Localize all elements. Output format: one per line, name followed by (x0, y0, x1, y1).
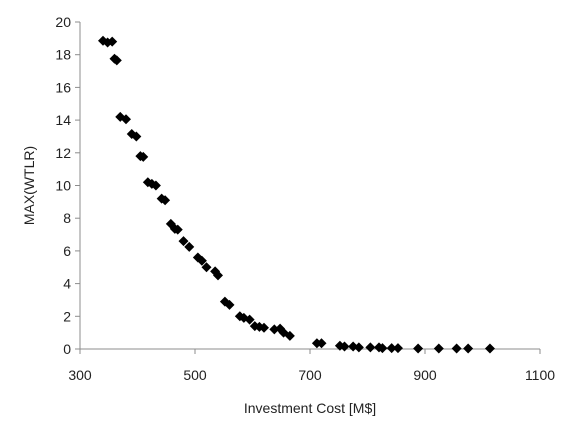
y-tick-label: 2 (63, 308, 71, 324)
x-axis-ticks: 300 500 700 900 1100 (68, 349, 555, 383)
data-point (224, 299, 235, 310)
data-point (160, 195, 171, 206)
data-point (365, 342, 376, 353)
y-axis-title: MAX(WTLR) (21, 146, 37, 225)
data-point (392, 343, 403, 354)
data-point (196, 255, 207, 266)
data-point (201, 262, 212, 273)
data-point (377, 343, 388, 354)
x-tick-label: 500 (183, 367, 207, 383)
data-point (284, 330, 295, 341)
y-axis-ticks: 0 2 4 6 8 10 12 14 16 18 20 (55, 14, 80, 357)
x-tick-label: 1100 (525, 367, 555, 383)
y-tick-label: 10 (55, 178, 71, 194)
y-tick-label: 12 (55, 145, 71, 161)
data-point (184, 241, 195, 252)
x-axis-title: Investment Cost [M$] (244, 400, 376, 416)
x-tick-label: 300 (68, 367, 92, 383)
data-point (451, 343, 462, 354)
data-point (463, 343, 474, 354)
y-tick-label: 14 (55, 112, 71, 128)
y-tick-label: 6 (63, 243, 71, 259)
data-point (150, 180, 161, 191)
data-point (178, 236, 189, 247)
y-tick-label: 16 (55, 79, 71, 95)
x-tick-label: 900 (413, 367, 437, 383)
y-tick-label: 18 (55, 47, 71, 63)
data-point (484, 343, 495, 354)
data-point (172, 224, 183, 235)
data-point (259, 322, 269, 333)
data-point (433, 343, 444, 354)
data-point (386, 343, 397, 354)
data-point (244, 314, 255, 325)
data-point (121, 114, 131, 125)
y-tick-label: 8 (63, 210, 71, 226)
data-point (413, 343, 424, 354)
data-point (213, 270, 223, 281)
data-point (111, 55, 122, 66)
y-tick-label: 4 (63, 276, 71, 292)
x-tick-label: 700 (298, 367, 322, 383)
data-point (339, 341, 350, 352)
y-tick-label: 20 (55, 14, 71, 30)
data-point (107, 36, 118, 47)
data-point (138, 151, 149, 162)
data-point (131, 131, 142, 142)
y-tick-label: 0 (63, 341, 71, 357)
data-points (98, 35, 495, 354)
data-point (316, 338, 327, 349)
data-point (353, 342, 364, 353)
